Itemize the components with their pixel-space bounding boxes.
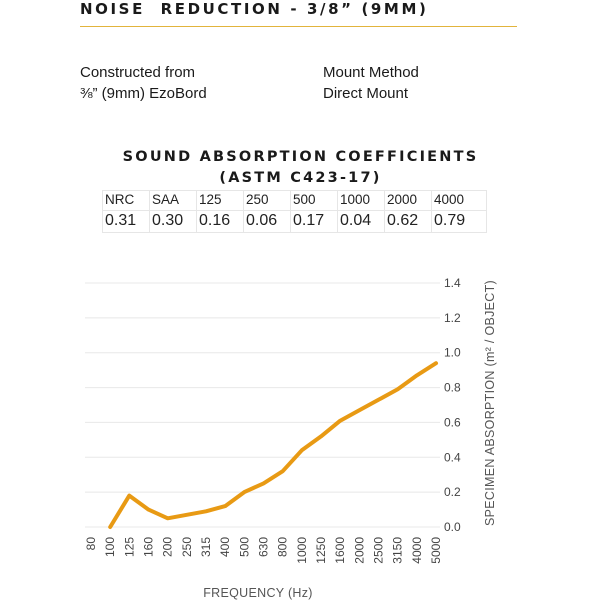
x-tick-label: 100 — [103, 537, 117, 557]
y-tick-label: 1.4 — [444, 276, 461, 290]
y-tick-label: 0.8 — [444, 381, 461, 395]
coef-header-4000: 4000 — [431, 190, 487, 211]
construction-label: Constructed from — [80, 64, 196, 81]
x-tick-label: 4000 — [410, 537, 424, 564]
x-tick-label: 160 — [142, 537, 156, 557]
coef-header-500: 500 — [290, 190, 338, 211]
x-tick-label: 80 — [84, 537, 98, 551]
absorption-line — [108, 361, 438, 529]
coef-value-125: 0.16 — [196, 210, 244, 233]
page-title: NOISE REDUCTION - 3/8” (9MM) — [80, 0, 429, 18]
title-divider — [80, 26, 517, 27]
x-tick-label: 125 — [122, 537, 136, 557]
x-tick-label: 3150 — [391, 537, 405, 564]
coef-header-1000: 1000 — [337, 190, 385, 211]
x-tick-label: 1000 — [295, 537, 309, 564]
coef-value-2000: 0.62 — [384, 210, 432, 233]
y-tick-label: 0.2 — [444, 485, 461, 499]
y-axis-label: SPECIMEN ABSORPTION (m² / OBJECT) — [483, 280, 497, 526]
x-tick-label: 315 — [199, 537, 213, 557]
coef-value-4000: 0.79 — [431, 210, 487, 233]
mount-label: Mount Method — [323, 64, 419, 81]
coef-value-nrc: 0.31 — [102, 210, 150, 233]
x-axis-label: FREQUENCY (Hz) — [203, 586, 313, 600]
chart-series — [108, 361, 438, 529]
coef-value-500: 0.17 — [290, 210, 338, 233]
x-tick-label: 1600 — [333, 537, 347, 564]
x-tick-label: 400 — [218, 537, 232, 557]
y-tick-label: 0.0 — [444, 520, 461, 534]
coef-value-250: 0.06 — [243, 210, 291, 233]
x-tick-label: 250 — [180, 537, 194, 557]
x-tick-label: 800 — [276, 537, 290, 557]
x-tick-label: 5000 — [429, 537, 443, 564]
coefficients-table: NRC SAA 125 250 500 1000 2000 4000 0.31 … — [102, 190, 487, 233]
x-tick-label: 1250 — [314, 537, 328, 564]
construction-value: ⅜” (9mm) EzoBord — [80, 85, 207, 102]
y-tick-label: 0.4 — [444, 450, 461, 464]
x-tick-label: 630 — [257, 537, 271, 557]
absorption-title: SOUND ABSORPTION COEFFICIENTS — [122, 149, 479, 165]
coefficients-value-row: 0.31 0.30 0.16 0.06 0.17 0.04 0.62 0.79 — [102, 210, 487, 233]
absorption-standard: (ASTM C423-17) — [219, 170, 382, 186]
x-tick-label: 200 — [161, 537, 175, 557]
chart-grid — [85, 282, 440, 528]
absorption-heading: SOUND ABSORPTION COEFFICIENTS (ASTM C423… — [0, 147, 601, 189]
x-tick-label: 2000 — [352, 537, 366, 564]
mount-value: Direct Mount — [323, 85, 409, 102]
x-tick-label: 2500 — [372, 537, 386, 564]
x-tick-label: 500 — [237, 537, 251, 557]
mount-info: Mount Method Direct Mount — [323, 62, 419, 104]
construction-info: Constructed from ⅜” (9mm) EzoBord — [80, 62, 207, 104]
coef-value-1000: 0.04 — [337, 210, 385, 233]
y-tick-label: 1.0 — [444, 346, 461, 360]
y-tick-label: 0.6 — [444, 415, 461, 429]
coef-header-125: 125 — [196, 190, 244, 211]
x-axis-ticks: 80 100 125 160 200 250 315 400 500 630 800 1000 1250… — [84, 537, 443, 564]
y-axis-ticks: 0.0 0.2 0.4 0.6 0.8 1.0 1.2 1.4 — [444, 276, 461, 534]
y-tick-label: 1.2 — [444, 311, 461, 325]
